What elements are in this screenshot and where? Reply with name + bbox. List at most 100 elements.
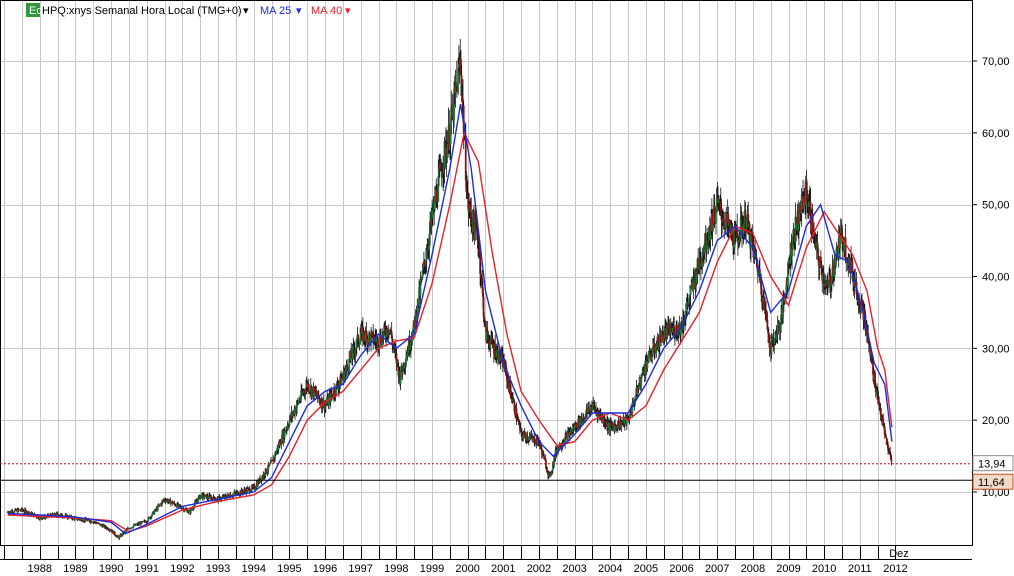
candle-body [165,500,168,502]
candle-body [793,241,796,243]
candle-body [23,509,26,512]
candle-body [13,510,16,513]
candle-body [232,494,235,497]
candle-body [440,163,442,171]
candle-body [664,328,667,339]
candle-body [178,504,181,505]
candle-body [347,370,350,372]
candle-body [482,296,485,317]
equity-badge-icon[interactable] [26,3,40,17]
candle-body [806,203,809,205]
candle-body [762,297,765,302]
candle-body [42,517,45,519]
candle-body [591,406,594,411]
x-tick-label: 2006 [669,563,693,575]
candle-body [461,95,464,99]
candle-body [505,370,508,382]
y-tick-label: 30,00 [982,343,1010,355]
candle-body [805,179,808,190]
candle-body [298,400,301,402]
x-tick-label: 1993 [206,563,230,575]
candle-body [804,179,807,206]
candle-body [453,88,455,121]
x-tick-label: 2000 [455,563,479,575]
candle-body [518,423,521,431]
candle-body [661,331,664,334]
candle-body [670,327,673,331]
candle-body [617,420,620,428]
x-tick-label-month: Dez [889,548,909,560]
candle-body [419,282,422,296]
candle-body [423,260,426,264]
candle-body [744,209,747,231]
candle-body [82,521,85,522]
candle-body [469,204,472,213]
symbol-dropdown-icon[interactable]: ▾ [243,5,249,17]
candle-body [481,277,484,288]
candle-body [877,398,880,402]
candle-body [394,346,397,351]
candle-body [430,211,433,226]
candle-body [391,338,394,345]
candle-body [528,437,531,441]
candle-body [405,358,407,365]
candle-body [223,495,226,498]
candle-body [584,413,587,419]
candle-body [80,518,83,522]
candle-body [884,434,887,437]
candle-body [56,513,59,515]
candle-body [489,341,492,348]
candle-body [462,98,464,106]
candle-body [261,476,264,481]
candle-body [346,364,349,368]
candle-body [449,144,451,151]
candle-body [484,321,486,323]
candle-body [474,219,477,240]
candle-body [90,520,93,523]
ma25-legend-label[interactable]: MA 25 [260,5,291,17]
candle-body [447,143,449,158]
candle-body [880,413,883,419]
candle-body [342,377,344,379]
candle-body [490,335,493,339]
candle-body [707,240,710,243]
candle-body [889,450,892,455]
candle-body [25,510,28,514]
candle-body [150,515,153,518]
symbol-title[interactable]: HPQ:xnys Semanal Hora Local (TMG+0) [42,5,242,17]
candle-body [699,258,702,267]
candle-body [713,205,716,218]
candle-body [330,392,333,396]
ma40-dropdown-icon[interactable]: ▾ [345,5,351,17]
candle-body [100,524,103,526]
candle-body [292,413,294,416]
ma25-dropdown-icon[interactable]: ▾ [296,5,302,17]
candle-body [876,390,879,399]
horizontal-grid [0,61,972,493]
x-tick-label: 2007 [705,563,729,575]
candle-body [750,234,752,249]
candle-body [583,416,586,419]
candle-body [322,406,325,408]
candle-body [669,327,672,333]
x-tick-label: 1990 [99,563,123,575]
candle-body [265,468,268,473]
candle-body [818,261,821,268]
candle-body [266,470,269,473]
x-axis: 1988 1989 1990 1991 1992 1993 1994 1995 1996 1997… [0,546,972,576]
candle-body [438,168,440,177]
candle-body [544,458,547,461]
candle-body [656,343,658,348]
candle-body [454,85,457,93]
candle-body [642,368,645,371]
ma40-legend-label[interactable]: MA 40 [311,5,342,17]
candle-body [621,421,624,423]
candle-body [486,330,489,338]
candle-body [839,232,841,248]
candle-body [667,324,669,328]
candle-body [626,416,629,420]
candle-body [94,521,97,523]
y-axis: 10,00 20,00 30,00 40,00 50,00 60,00 70,00 [972,56,1010,499]
